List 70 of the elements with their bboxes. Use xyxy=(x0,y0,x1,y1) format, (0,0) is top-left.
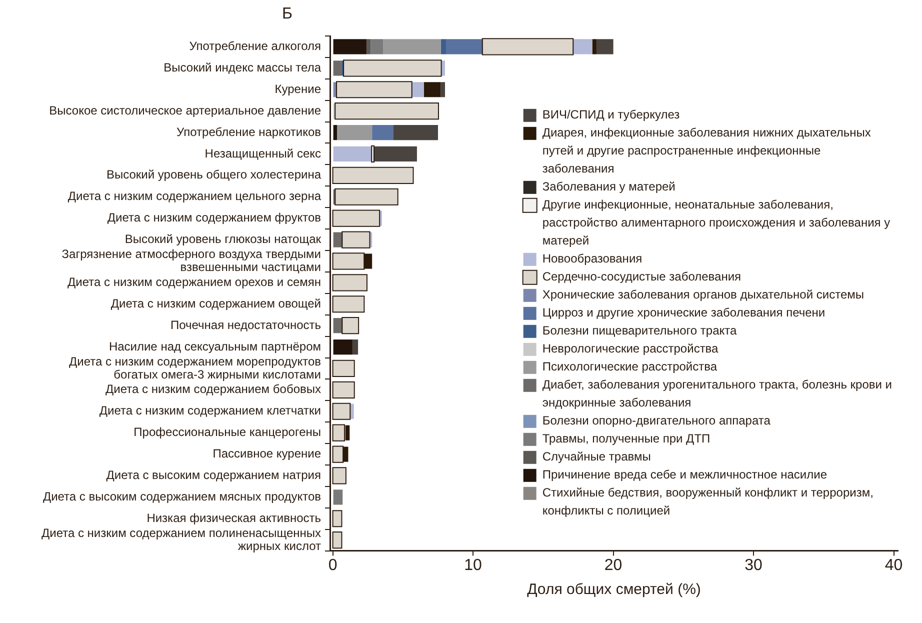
bar xyxy=(333,339,352,355)
bar xyxy=(333,146,372,162)
legend-label: Цирроз и другие хронические заболевания печени xyxy=(542,306,826,320)
x-tick-label: 0 xyxy=(328,556,338,574)
y-tick-label: Диета с низким содержанием орехов и семян xyxy=(68,274,321,289)
legend-label: Другие инфекционные, неонатальные заболевания, расстройство алиментарного происхождения и заболевания у матерей xyxy=(542,198,890,248)
bar xyxy=(592,39,596,54)
legend-label: Стихийные бедствия, вооруженный конфликт и терроризм, конфликты с полицией xyxy=(542,486,874,518)
legend-label: Болезни опорно-двигательного аппарата xyxy=(542,414,771,428)
bar xyxy=(333,60,342,76)
x-axis-title: Доля общих смертей (%) xyxy=(527,581,701,598)
y-tick-label: Высокий индекс массы тела xyxy=(164,60,322,74)
legend-label: Сердечно-сосудистые заболевания xyxy=(542,270,742,284)
y-tick-label: Диета с высоким содержанием натрия xyxy=(106,468,321,482)
bar xyxy=(352,339,358,355)
y-tick-label: Профессиональные канцерогены xyxy=(134,425,321,440)
y-tick-label: Высокий уровень глюкозы натощак xyxy=(124,232,322,246)
legend-label: Диабет, заболевания урогенитального тракта, болезнь крови и эндокринные заболевания xyxy=(542,378,892,410)
bar xyxy=(446,39,483,54)
bar xyxy=(333,490,343,505)
x-tick-label: 40 xyxy=(884,556,903,574)
bar xyxy=(424,82,441,98)
y-tick-label: Диета с низким содержанием овощей xyxy=(110,296,321,310)
y-tick-label: Насилие над сексуальным партнёром xyxy=(108,339,321,354)
bar xyxy=(373,146,417,162)
legend-label: Случайные травмы xyxy=(542,450,651,464)
bar xyxy=(337,124,372,140)
bar xyxy=(440,39,446,54)
y-tick-label: Незащищенный секс xyxy=(204,146,321,160)
bar xyxy=(572,39,592,54)
legend-label: Неврологические расстройства xyxy=(542,342,719,356)
legend-label: Диарея, инфекционные заболевания нижних дыхательных путей и другие распространенные инфекционные заболевания xyxy=(542,126,871,176)
legend-label: Причинение вреда себе и межличностное насилие xyxy=(542,468,828,482)
chart-title: Б xyxy=(282,5,292,22)
y-tick-label: Диета с низким содержанием цельного зерна xyxy=(68,189,322,204)
y-tick-label: Высокий уровень общего холестерина xyxy=(106,168,322,182)
x-tick-label: 30 xyxy=(744,556,763,574)
legend-label: Заболевания у матерей xyxy=(542,180,676,194)
bar xyxy=(366,39,371,54)
bar xyxy=(440,82,446,98)
y-tick-label: Курение xyxy=(274,82,322,96)
y-tick-label: Диета с низким содержанием полиненасыщенных жирных кислот xyxy=(42,526,322,553)
legend-label: Хронические заболевания органов дыхательной системы xyxy=(542,288,864,302)
y-tick-label: Диета с низким содержанием фруктов xyxy=(107,210,321,225)
y-tick-label: Диета с низким содержанием бобовых xyxy=(106,382,321,396)
bar xyxy=(383,39,441,54)
legend-label: Болезни пищеварительного тракта xyxy=(542,324,738,338)
bar xyxy=(393,124,438,140)
legend-label: Психологические расстройства xyxy=(542,360,718,374)
bar xyxy=(372,124,394,140)
y-tick-label: Высокое систолическое артериальное давление xyxy=(49,103,322,118)
bar xyxy=(596,39,614,54)
y-tick-label: Низкая физическая активность xyxy=(146,510,321,525)
bar xyxy=(333,124,338,140)
y-tick-label: Диета с низким содержанием клетчатки xyxy=(99,404,321,418)
x-tick-label: 10 xyxy=(464,556,482,574)
y-tick-label: Диета с высоким содержанием мясных продуктов xyxy=(42,489,321,504)
legend-label: ВИЧ/СПИД и туберкулез xyxy=(542,108,680,122)
y-tick-label: Употребление алкоголя xyxy=(189,39,321,54)
legend-label: Травмы, полученные при ДТП xyxy=(542,432,710,446)
y-tick-label: Пассивное курение xyxy=(212,446,322,461)
y-tick-label: Почечная недостаточность xyxy=(170,318,321,332)
bar xyxy=(370,39,384,54)
bar xyxy=(411,82,424,98)
bar xyxy=(333,39,366,54)
y-tick-label: Загрязнение атмосферного воздуха твердыми взвешенными частицами xyxy=(62,247,321,274)
legend-label: Новообразования xyxy=(542,252,642,266)
y-tick-label: Употребление наркотиков xyxy=(176,124,321,139)
x-tick-label: 20 xyxy=(604,556,622,574)
y-tick-label: Диета с низким содержанием морепродуктов богатых омега-3 жирными кислотами xyxy=(68,354,321,382)
